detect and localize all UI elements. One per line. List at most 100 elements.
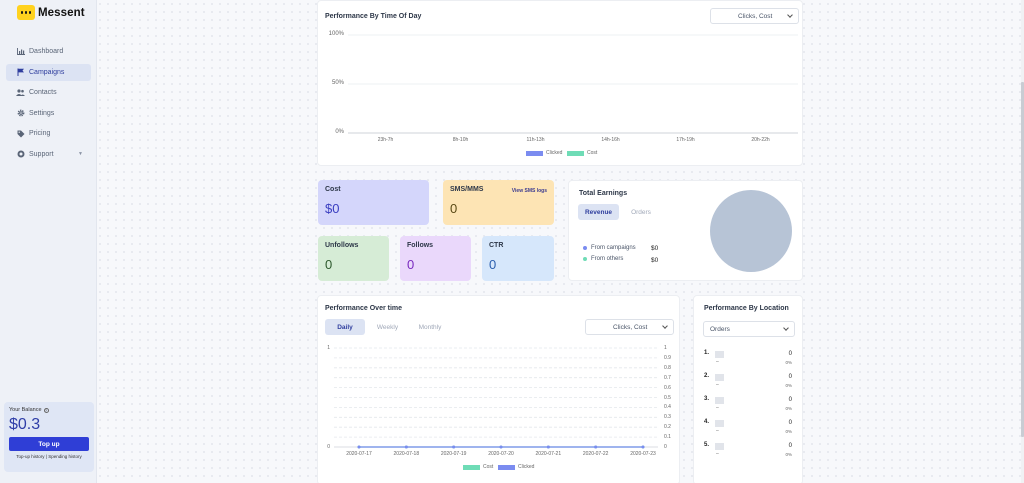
x-tick-label: 17h-19h <box>676 137 695 143</box>
earnings-pie-chart <box>710 190 792 272</box>
flag-icon <box>715 443 724 450</box>
tab-revenue[interactable]: Revenue <box>578 204 619 220</box>
cost-card: Cost $0 <box>318 180 429 225</box>
location-row[interactable]: 5. – 0 0% <box>704 442 792 462</box>
data-point[interactable] <box>499 445 503 449</box>
data-point[interactable] <box>357 445 361 449</box>
sidebar-item-dashboard[interactable]: Dashboard <box>6 43 91 60</box>
x-tick-label: 2020-07-17 <box>346 451 372 457</box>
location-pct: 0% <box>785 452 792 457</box>
legend-label: Cost <box>483 464 494 470</box>
y-tick-label: 100% <box>328 31 344 37</box>
y-right-tick-label: 0.8 <box>664 364 671 371</box>
legend-label: Clicked <box>518 464 535 470</box>
follows-card: Follows 0 <box>400 236 471 281</box>
earnings-row-others: From others <box>583 256 623 262</box>
flag-icon <box>715 420 724 427</box>
location-name: – <box>716 405 719 411</box>
x-tick-label: 8h-10h <box>452 137 469 143</box>
time-of-day-select[interactable]: Clicks, Cost <box>710 8 799 24</box>
location-pct: 0% <box>785 383 792 388</box>
data-point[interactable] <box>452 445 456 449</box>
location-rank: 3. <box>704 396 710 402</box>
y-tick-label: 0% <box>335 129 344 135</box>
y-left-tick-label: 0 <box>327 444 330 450</box>
view-sms-logs-link[interactable]: View SMS logs <box>511 188 547 194</box>
lifebuoy-icon <box>16 150 25 158</box>
tab-weekly[interactable]: Weekly <box>376 323 399 331</box>
follows-value: 0 <box>407 257 415 272</box>
location-row[interactable]: 4. – 0 0% <box>704 419 792 439</box>
y-left-tick-label: 1 <box>327 345 330 351</box>
y-right-tick-label: 1 <box>664 345 667 351</box>
chevron-down-icon[interactable]: ▼ <box>78 150 83 157</box>
data-point[interactable] <box>594 445 598 449</box>
y-right-tick-label: 0.5 <box>664 394 671 401</box>
location-name: – <box>716 359 719 365</box>
spending-history-link[interactable]: Spending history <box>48 454 82 459</box>
tab-daily[interactable]: Daily <box>325 319 365 335</box>
legend-label: Clicked <box>546 150 563 156</box>
time-of-day-svg <box>348 34 798 134</box>
location-row[interactable]: 2. – 0 0% <box>704 373 792 393</box>
location-select[interactable]: Orders <box>703 321 795 337</box>
location-card: Performance By Location Orders 1. –0 0% 2. –… <box>693 295 803 483</box>
sidebar: Messent Dashboard Campaigns Contacts Set… <box>0 0 97 483</box>
sidebar-item-pricing[interactable]: Pricing <box>6 125 91 142</box>
legend-swatch <box>567 150 584 156</box>
location-select-value: Orders <box>710 325 730 333</box>
help-icon[interactable]: ? <box>43 407 49 413</box>
scrollbar-thumb[interactable] <box>1021 82 1024 437</box>
sidebar-item-support[interactable]: Support ▼ <box>6 146 91 163</box>
data-point[interactable] <box>546 445 550 449</box>
others-dot <box>583 257 587 261</box>
location-row[interactable]: 3. – 0 0% <box>704 396 792 416</box>
data-point[interactable] <box>641 445 645 449</box>
unfollows-card: Unfollows 0 <box>318 236 389 281</box>
gear-icon <box>16 109 25 117</box>
y-right-tick-label: 0 <box>664 444 667 450</box>
topup-history-link[interactable]: Top-up history <box>16 454 45 459</box>
earnings-title: Total Earnings <box>579 190 628 197</box>
location-value: 0 <box>788 351 792 357</box>
location-rank: 5. <box>704 442 710 448</box>
ctr-card: CTR 0 <box>482 236 554 281</box>
legend-label: Cost <box>587 150 598 156</box>
location-pct: 0% <box>785 360 792 365</box>
data-point[interactable] <box>404 445 408 449</box>
ctr-label: CTR <box>489 242 504 249</box>
app-name: Messent <box>38 6 85 19</box>
location-rank: 1. <box>704 350 710 356</box>
chart-icon <box>16 48 25 56</box>
location-name: – <box>716 428 719 434</box>
sidebar-item-campaigns[interactable]: Campaigns <box>6 63 91 81</box>
topup-button[interactable]: Top up <box>9 437 89 451</box>
time-of-day-title: Performance By Time Of Day <box>325 13 422 20</box>
legend-item[interactable]: Clicked <box>498 464 534 470</box>
legend-item[interactable]: Cost <box>463 464 493 470</box>
over-time-select[interactable]: Clicks, Cost <box>585 319 674 335</box>
earnings-row-value: $0 <box>651 257 659 264</box>
tab-orders[interactable]: Orders <box>631 208 651 216</box>
logo-icon <box>17 5 35 20</box>
earnings-card: Total Earnings Revenue Orders From campa… <box>568 180 803 281</box>
over-time-title: Performance Over time <box>325 305 403 312</box>
y-right-tick-label: 0.6 <box>664 384 671 391</box>
tab-monthly[interactable]: Monthly <box>418 323 442 331</box>
location-name: – <box>716 451 719 457</box>
legend-item[interactable]: Clicked <box>526 150 562 156</box>
sidebar-item-contacts[interactable]: Contacts <box>6 84 91 101</box>
location-value: 0 <box>788 443 792 449</box>
unfollows-label: Unfollows <box>325 242 359 249</box>
legend-item[interactable]: Cost <box>567 150 597 156</box>
over-time-card: Performance Over time Daily Weekly Month… <box>317 295 680 483</box>
balance-links: Top-up history | Spending history <box>9 454 89 459</box>
x-tick-label: 11h-13h <box>526 137 545 143</box>
logo[interactable]: Messent <box>17 5 85 20</box>
sidebar-item-settings[interactable]: Settings <box>6 105 91 122</box>
ctr-value: 0 <box>489 257 497 272</box>
follows-label: Follows <box>407 242 434 249</box>
x-tick-label: 2020-07-23 <box>630 451 656 457</box>
x-tick-label: 14h-16h <box>601 137 620 143</box>
location-row[interactable]: 1. – 0 0% <box>704 350 792 370</box>
